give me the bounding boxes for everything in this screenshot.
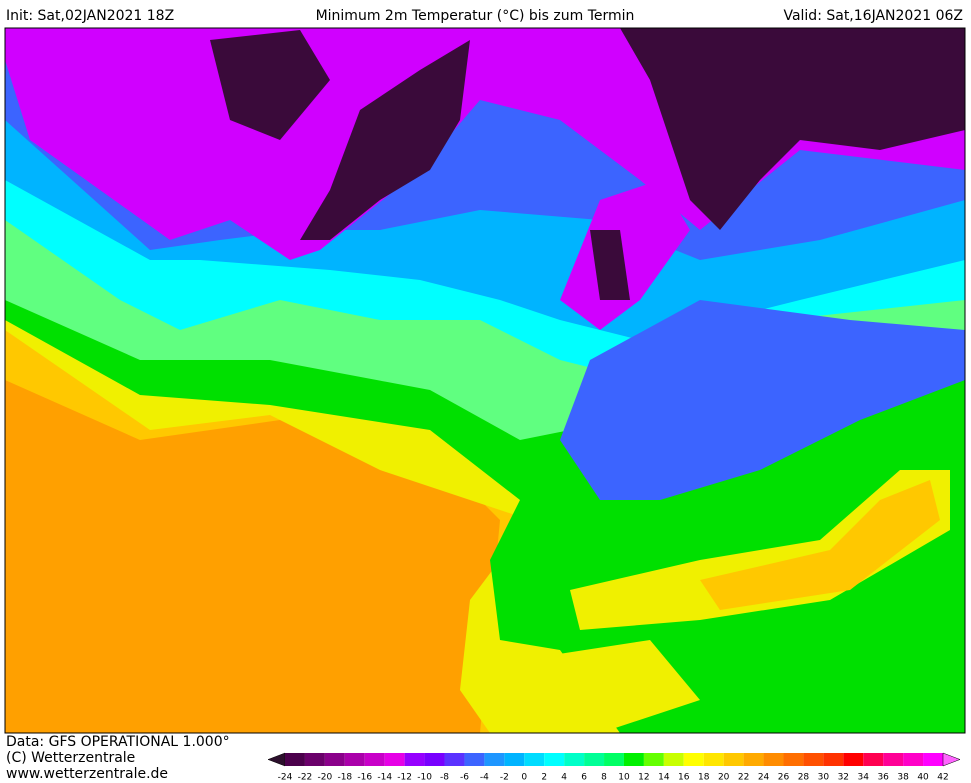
- temperature-map: [5, 28, 965, 733]
- colorbar-tick-label: -18: [337, 773, 352, 783]
- colorbar-swatch: [763, 753, 784, 766]
- colorbar-tick-label: -16: [357, 773, 372, 783]
- colorbar-arrow: [942, 752, 961, 767]
- map-frame: [4, 27, 966, 734]
- colorbar-tick-label: 38: [897, 773, 909, 783]
- colorbar-tick-label: 18: [698, 773, 710, 783]
- colorbar-swatch: [524, 753, 545, 766]
- colorbar-swatch: [604, 753, 624, 766]
- website: www.wetterzentrale.de: [6, 766, 168, 782]
- init-time: Init: Sat,02JAN2021 18Z: [6, 8, 174, 24]
- colorbar-swatch: [843, 753, 864, 766]
- colorbar-swatch: [703, 753, 724, 766]
- colorbar-swatch: [544, 753, 565, 766]
- colorbar-tick-label: -22: [298, 773, 313, 783]
- data-source: Data: GFS OPERATIONAL 1.000°: [6, 734, 230, 750]
- colorbar-tick-label: -6: [460, 773, 469, 783]
- colorbar-swatch: [464, 753, 485, 766]
- colorbar-tick-label: -8: [440, 773, 449, 783]
- valid-time: Valid: Sat,16JAN2021 06Z: [783, 8, 963, 24]
- colorbar-tick-label: -2: [500, 773, 509, 783]
- colorbar-tick-label: 28: [798, 773, 810, 783]
- colorbar-swatch: [723, 753, 744, 766]
- colorbar-swatch: [444, 753, 465, 766]
- colorbar-tick-label: 36: [877, 773, 889, 783]
- colorbar-tick-label: 30: [818, 773, 830, 783]
- colorbar-swatch: [923, 753, 943, 766]
- colorbar-tick-label: 20: [718, 773, 730, 783]
- colorbar-tick-label: 6: [581, 773, 587, 783]
- colorbar-tick-label: -10: [417, 773, 432, 783]
- colorbar-swatch: [285, 753, 305, 766]
- colorbar-swatch: [823, 753, 844, 766]
- colorbar-tick-label: -4: [480, 773, 489, 783]
- colorbar: -24 -22 -20 -18 -16 -14 -12 -10 -8 -6 -4 -2 0 2 4 6 8 10 1…: [267, 752, 961, 783]
- colorbar-tick-label: 26: [778, 773, 790, 783]
- colorbar-swatch: [584, 753, 605, 766]
- colorbar-tick-label: -12: [397, 773, 412, 783]
- colorbar-swatch: [643, 753, 664, 766]
- colorbar-tick-label: -20: [318, 773, 333, 783]
- colorbar-swatch: [384, 753, 405, 766]
- colorbar-swatch: [863, 753, 884, 766]
- colorbar-swatch: [564, 753, 585, 766]
- colorbar-arrow: [267, 752, 286, 767]
- colorbar-tick-label: 14: [658, 773, 670, 783]
- colorbar-tick-label: 10: [618, 773, 630, 783]
- colorbar-tick-label: 0: [521, 773, 527, 783]
- colorbar-tick-label: 34: [858, 773, 870, 783]
- colorbar-tick-label: 24: [758, 773, 770, 783]
- colorbar-tick-label: 42: [937, 773, 948, 783]
- colorbar-swatch: [364, 753, 385, 766]
- colorbar-tick-label: 32: [838, 773, 849, 783]
- colorbar-swatch: [424, 753, 445, 766]
- colorbar-tick-label: 22: [738, 773, 749, 783]
- colorbar-swatch: [883, 753, 904, 766]
- colorbar-swatch: [663, 753, 684, 766]
- colorbar-tick-label: 12: [638, 773, 649, 783]
- colorbar-swatch: [683, 753, 704, 766]
- copyright: (C) Wetterzentrale: [6, 750, 135, 766]
- colorbar-swatch: [903, 753, 924, 766]
- colorbar-swatch: [344, 753, 365, 766]
- colorbar-swatch: [404, 753, 425, 766]
- colorbar-tick-label: 8: [601, 773, 607, 783]
- colorbar-swatch: [324, 753, 345, 766]
- colorbar-tick-label: -14: [377, 773, 392, 783]
- colorbar-swatch: [304, 753, 325, 766]
- colorbar-swatch: [623, 753, 644, 766]
- map-title: Minimum 2m Temperatur (°C) bis zum Termi…: [316, 8, 635, 24]
- colorbar-tick-label: 2: [541, 773, 547, 783]
- colorbar-swatch: [783, 753, 804, 766]
- colorbar-swatch: [484, 753, 505, 766]
- colorbar-swatch: [504, 753, 525, 766]
- colorbar-tick-label: -24: [278, 773, 293, 783]
- colorbar-swatch: [803, 753, 824, 766]
- colorbar-tick-label: 40: [917, 773, 929, 783]
- colorbar-tick-label: 4: [561, 773, 567, 783]
- colorbar-tick-label: 16: [678, 773, 690, 783]
- colorbar-swatch: [743, 753, 764, 766]
